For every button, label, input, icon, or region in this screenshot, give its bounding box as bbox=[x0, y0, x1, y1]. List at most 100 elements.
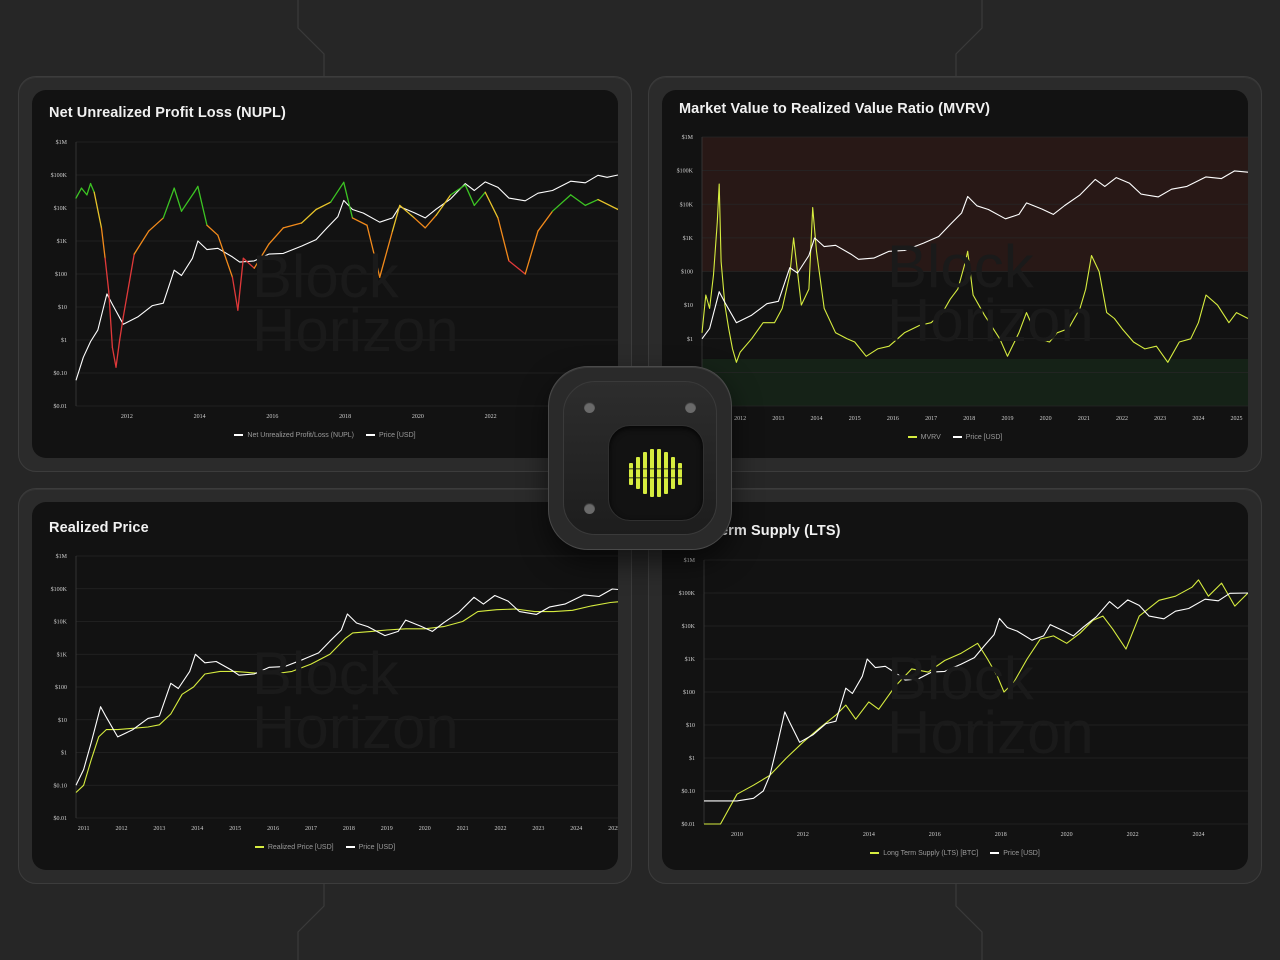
hub-plate bbox=[563, 381, 717, 535]
nupl-segment bbox=[148, 217, 164, 232]
hub-core bbox=[608, 425, 704, 521]
legend-item[interactable]: Price [USD] bbox=[345, 844, 395, 851]
y-tick-label: $10K bbox=[682, 623, 696, 630]
x-tick-label: 2010 bbox=[731, 832, 743, 838]
legend-label: Price [USD] bbox=[1003, 850, 1040, 857]
x-tick-label: 2023 bbox=[532, 826, 544, 832]
x-tick-label: 2019 bbox=[1001, 416, 1013, 422]
x-tick-label: 2020 bbox=[1040, 416, 1052, 422]
mvrv-chart-card: $1M$100K$10K$1K$100$10$1$0.10$0.01201220… bbox=[662, 90, 1248, 458]
nupl-segment bbox=[484, 191, 499, 219]
chart-legend: Realized Price [USD] Price [USD] bbox=[32, 844, 618, 851]
nupl-segment bbox=[315, 201, 332, 211]
nupl-segment bbox=[497, 217, 510, 262]
legend-item[interactable]: Long Term Supply (LTS) [BTC] bbox=[870, 850, 978, 857]
x-tick-label: 2013 bbox=[772, 416, 784, 422]
nupl-segment bbox=[80, 187, 88, 196]
x-tick-label: 2024 bbox=[1192, 416, 1204, 422]
legend-item[interactable]: Price [USD] bbox=[952, 434, 1003, 441]
x-tick-label: 2018 bbox=[339, 414, 351, 420]
nupl-segment bbox=[268, 227, 284, 245]
nupl-segment bbox=[450, 184, 466, 196]
x-tick-label: 2022 bbox=[1127, 832, 1139, 838]
nupl-segment bbox=[424, 214, 437, 229]
nupl-segment bbox=[343, 181, 354, 219]
legend-label: MVRV bbox=[920, 434, 941, 441]
legend-swatch bbox=[345, 846, 355, 848]
chart-canvas: $1M $100K $10K $1K $100 $10 $1 $0.10 $0.01 2010 20… bbox=[679, 557, 1248, 838]
legend-swatch bbox=[234, 434, 244, 436]
nupl-segment bbox=[237, 257, 244, 311]
legend-item[interactable]: Price [USD] bbox=[366, 432, 416, 439]
nupl-chart-card: $1M $100K $10K $1K $100 $10 $1 $0.10 $0.01 2012 20… bbox=[32, 90, 618, 458]
chart-band-1 bbox=[702, 358, 1248, 406]
nupl-segment bbox=[399, 204, 415, 219]
nupl-segment bbox=[300, 208, 317, 224]
x-tick-label: 2024 bbox=[1193, 832, 1205, 838]
realized-price-chart-card: $1M $100K $10K $1K $100 $10 $1 $0.10 $0.01 2011 20… bbox=[32, 502, 618, 870]
x-tick-label: 2014 bbox=[191, 826, 203, 832]
legend-swatch bbox=[870, 852, 880, 854]
x-tick-label: 2019 bbox=[381, 826, 393, 832]
nupl-segment bbox=[351, 217, 368, 226]
y-tick-label: $10 bbox=[684, 302, 693, 309]
nupl-segment bbox=[206, 224, 219, 236]
chart-canvas: $1M$100K$10K$1K$100$10$1$0.10$0.01201220… bbox=[677, 134, 1248, 422]
x-tick-label: 2020 bbox=[412, 414, 424, 420]
legend-label: Realized Price [USD] bbox=[267, 844, 334, 851]
series-line-realized-price-usd bbox=[75, 601, 618, 793]
nupl-segment bbox=[329, 181, 345, 203]
series-line-mvrv bbox=[701, 183, 1248, 363]
nupl-segment bbox=[197, 185, 208, 226]
nupl-segment bbox=[473, 191, 486, 207]
legend-item[interactable]: Net Unrealized Profit/Loss (NUPL) bbox=[234, 432, 354, 439]
x-tick-label: 2012 bbox=[121, 414, 133, 420]
legend-item[interactable]: MVRV bbox=[907, 434, 941, 441]
legend-label: Price [USD] bbox=[965, 434, 1003, 441]
x-tick-label: 2018 bbox=[343, 826, 355, 832]
y-tick-label: $0.10 bbox=[682, 788, 696, 795]
x-tick-label: 2018 bbox=[963, 416, 975, 422]
y-tick-label: $100 bbox=[55, 271, 67, 278]
y-tick-label: $1 bbox=[689, 755, 695, 762]
nupl-segment bbox=[464, 184, 475, 207]
nupl-segment bbox=[122, 253, 135, 318]
y-tick-label: $1M bbox=[56, 139, 68, 146]
x-tick-label: 2021 bbox=[1078, 416, 1090, 422]
y-tick-label: $0.10 bbox=[54, 370, 68, 377]
x-tick-label: 2014 bbox=[194, 414, 206, 420]
nupl-segment bbox=[173, 187, 183, 212]
x-tick-label: 2017 bbox=[305, 826, 317, 832]
x-tick-label: 2014 bbox=[863, 832, 875, 838]
x-tick-label: 2015 bbox=[849, 416, 861, 422]
y-tick-label: $100 bbox=[681, 269, 693, 276]
x-tick-label: 2013 bbox=[153, 826, 165, 832]
nupl-segment bbox=[119, 316, 124, 341]
y-tick-label: $100K bbox=[677, 168, 694, 175]
x-tick-label: 2016 bbox=[887, 416, 899, 422]
y-tick-label: $0.01 bbox=[54, 815, 68, 822]
legend-item[interactable]: Realized Price [USD] bbox=[254, 844, 334, 851]
y-tick-label: $10K bbox=[54, 619, 68, 626]
nupl-segment bbox=[524, 230, 539, 275]
nupl-segment bbox=[435, 194, 452, 216]
x-tick-label: 2025 bbox=[608, 826, 618, 832]
y-tick-label: $10 bbox=[58, 717, 67, 724]
nupl-segment bbox=[162, 187, 175, 219]
nupl-segment bbox=[253, 243, 270, 269]
nupl-segment bbox=[551, 194, 572, 212]
y-tick-label: $10 bbox=[58, 304, 67, 311]
y-tick-label: $1K bbox=[683, 235, 694, 242]
legend-item[interactable]: Price [USD] bbox=[990, 850, 1040, 857]
y-tick-label: $10K bbox=[54, 205, 68, 212]
chart-canvas: $1M $100K $10K $1K $100 $10 $1 $0.10 $0.01 2011 20… bbox=[51, 553, 618, 832]
y-tick-label: $1 bbox=[61, 750, 67, 757]
legend-swatch bbox=[254, 846, 264, 848]
nupl-segment bbox=[413, 217, 426, 229]
y-tick-label: $100K bbox=[679, 590, 696, 597]
y-tick-label: $0.01 bbox=[682, 821, 696, 828]
series-line-price-usd bbox=[75, 174, 618, 381]
brand-hub bbox=[548, 366, 732, 550]
